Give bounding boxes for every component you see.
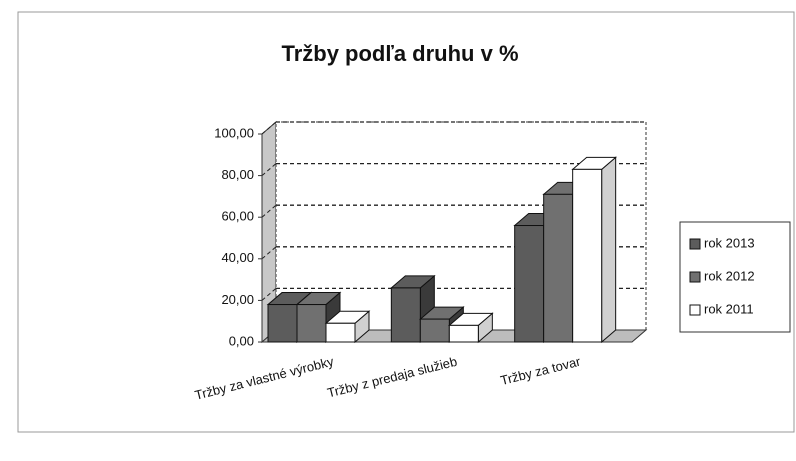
grid-line (261, 163, 277, 176)
y-tick-label: 100,00 (214, 125, 254, 140)
legend-label: rok 2011 (704, 301, 754, 316)
y-tick-label: 60,00 (221, 209, 254, 224)
legend-swatch (689, 304, 701, 316)
bar (514, 225, 545, 343)
bar (543, 193, 574, 343)
legend-label: rok 2012 (704, 268, 755, 283)
bar (419, 318, 450, 343)
grid-line (261, 288, 277, 301)
chart-title: Tržby podľa druhu v % (281, 41, 518, 66)
bar (572, 168, 603, 343)
bar (390, 287, 421, 343)
grid-line (261, 246, 277, 260)
bar (296, 304, 327, 343)
bar-side (601, 156, 617, 344)
bar (325, 322, 356, 343)
y-tick-label: 20,00 (221, 292, 254, 307)
grid-line (261, 204, 277, 218)
bar (267, 304, 298, 343)
legend-label: rok 2013 (704, 235, 755, 250)
y-tick-label: 0,00 (229, 333, 254, 348)
grid-line (261, 121, 277, 135)
y-tick-label: 40,00 (221, 250, 254, 265)
bar (448, 324, 479, 343)
legend-swatch (689, 271, 701, 283)
legend-swatch (689, 238, 701, 250)
y-tick-label: 80,00 (221, 167, 254, 182)
